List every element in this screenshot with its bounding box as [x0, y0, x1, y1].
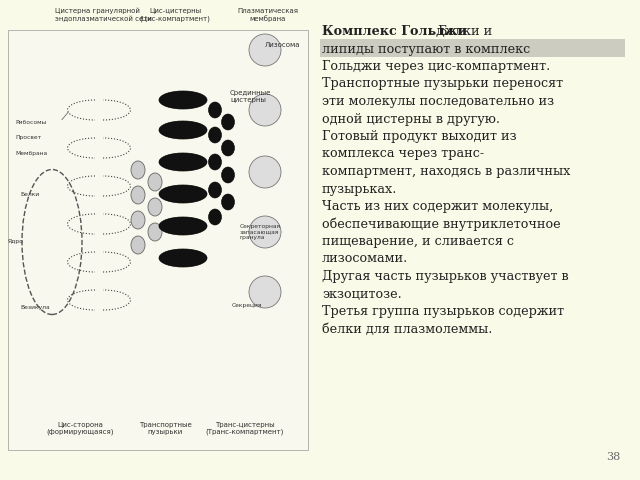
- Text: Мембрана: Мембрана: [15, 152, 47, 156]
- Ellipse shape: [209, 154, 221, 170]
- Text: комплекса через транс-: комплекса через транс-: [322, 147, 484, 160]
- Circle shape: [249, 216, 281, 248]
- Text: Секреторная
запасающая
гранула: Секреторная запасающая гранула: [240, 224, 281, 240]
- Text: экзоцитозе.: экзоцитозе.: [322, 288, 402, 300]
- Text: одной цистерны в другую.: одной цистерны в другую.: [322, 112, 500, 125]
- Ellipse shape: [159, 121, 207, 139]
- Ellipse shape: [221, 140, 234, 156]
- Text: Часть из них содержит молекулы,: Часть из них содержит молекулы,: [322, 200, 553, 213]
- Ellipse shape: [148, 173, 162, 191]
- Text: Третья группа пузырьков содержит: Третья группа пузырьков содержит: [322, 305, 564, 318]
- Text: обеспечивающие внутриклеточное: обеспечивающие внутриклеточное: [322, 217, 561, 231]
- Ellipse shape: [209, 102, 221, 118]
- Ellipse shape: [221, 167, 234, 183]
- Ellipse shape: [131, 211, 145, 229]
- Circle shape: [249, 156, 281, 188]
- Text: 38: 38: [605, 452, 620, 462]
- Text: Плазматическая
мембрана: Плазматическая мембрана: [237, 8, 298, 22]
- Circle shape: [249, 94, 281, 126]
- Bar: [8, 30, 308, 450]
- Bar: [320, 38, 625, 57]
- Text: пищеварение, и сливается с: пищеварение, и сливается с: [322, 235, 514, 248]
- Text: Везикула: Везикула: [20, 305, 50, 311]
- Ellipse shape: [221, 194, 234, 210]
- Text: Белки: Белки: [20, 192, 39, 197]
- Text: Рибосомы: Рибосомы: [15, 120, 46, 124]
- Text: Цис-цистерны
(Цис-компартмент): Цис-цистерны (Цис-компартмент): [140, 8, 211, 22]
- Text: компартмент, находясь в различных: компартмент, находясь в различных: [322, 165, 570, 178]
- Text: Секреция: Секреция: [232, 302, 262, 308]
- Ellipse shape: [131, 236, 145, 254]
- Text: Транс-цистерны
(Транс-компартмент): Транс-цистерны (Транс-компартмент): [206, 421, 284, 435]
- Text: Лизосома: Лизосома: [265, 42, 301, 48]
- Ellipse shape: [131, 186, 145, 204]
- Text: Готовый продукт выходит из: Готовый продукт выходит из: [322, 130, 516, 143]
- Text: Цистерна гранулярной
эндоплазматической сети: Цистерна гранулярной эндоплазматической …: [55, 8, 152, 22]
- Text: Ядро: Ядро: [8, 240, 24, 244]
- Ellipse shape: [148, 223, 162, 241]
- Text: Гольджи через цис-компартмент.: Гольджи через цис-компартмент.: [322, 60, 550, 73]
- Text: пузырьках.: пузырьках.: [322, 182, 397, 195]
- Text: Другая часть пузырьков участвует в: Другая часть пузырьков участвует в: [322, 270, 568, 283]
- Text: Срединные
цистерны: Срединные цистерны: [230, 90, 271, 103]
- Text: лизосомами.: лизосомами.: [322, 252, 408, 265]
- Ellipse shape: [221, 114, 234, 130]
- Text: Цис-сторона
(формирующаяся): Цис-сторона (формирующаяся): [46, 421, 114, 435]
- Text: белки для плазмолеммы.: белки для плазмолеммы.: [322, 323, 492, 336]
- Ellipse shape: [209, 209, 221, 225]
- Ellipse shape: [131, 161, 145, 179]
- Circle shape: [249, 34, 281, 66]
- Ellipse shape: [209, 127, 221, 143]
- Text: липиды поступают в комплекс: липиды поступают в комплекс: [322, 43, 531, 56]
- Text: Просвет: Просвет: [15, 135, 41, 141]
- Text: Комплекс Гольджи: Комплекс Гольджи: [322, 25, 467, 38]
- Text: Транспортные пузырьки переносят: Транспортные пузырьки переносят: [322, 77, 563, 91]
- Text: . Белки и: . Белки и: [430, 25, 492, 38]
- Ellipse shape: [159, 249, 207, 267]
- Ellipse shape: [209, 182, 221, 198]
- Ellipse shape: [159, 185, 207, 203]
- Circle shape: [249, 276, 281, 308]
- Ellipse shape: [159, 153, 207, 171]
- Ellipse shape: [159, 217, 207, 235]
- Ellipse shape: [148, 198, 162, 216]
- Text: эти молекулы последовательно из: эти молекулы последовательно из: [322, 95, 554, 108]
- Ellipse shape: [159, 91, 207, 109]
- Text: Транспортные
пузырьки: Транспортные пузырьки: [139, 422, 191, 435]
